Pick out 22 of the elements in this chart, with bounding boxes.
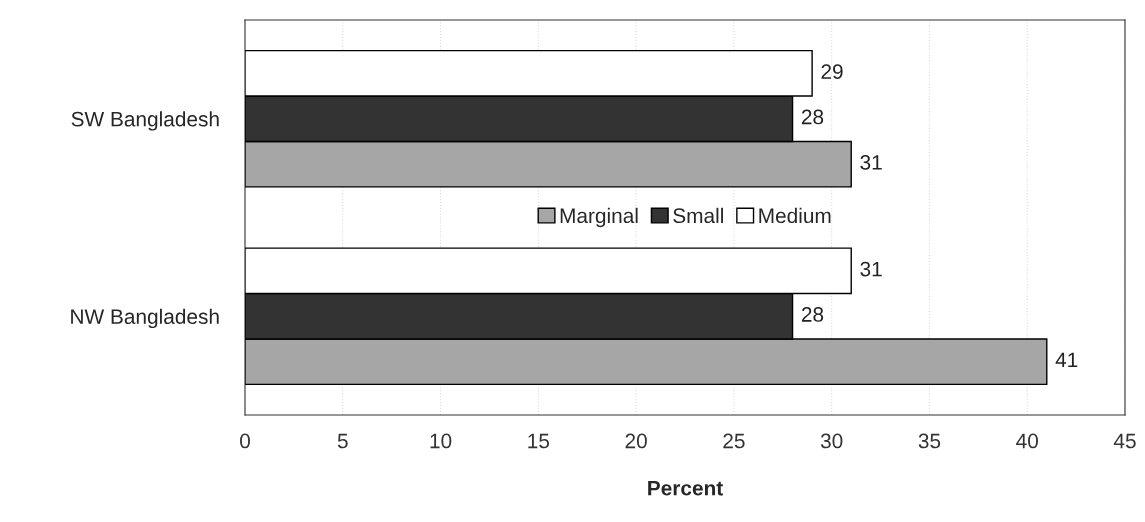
x-tick-label: 20 bbox=[625, 433, 647, 449]
x-tick-label: 40 bbox=[1016, 433, 1038, 449]
legend-label: Small bbox=[673, 207, 723, 224]
x-tick-label: 35 bbox=[918, 433, 941, 449]
data-label: 29 bbox=[821, 64, 843, 79]
x-tick-label: 10 bbox=[430, 433, 452, 449]
x-tick-label: 25 bbox=[723, 433, 745, 449]
data-label: 31 bbox=[860, 261, 882, 277]
data-label: 28 bbox=[801, 307, 824, 322]
x-tick-label: 15 bbox=[528, 433, 550, 449]
data-label: 41 bbox=[1055, 352, 1078, 368]
x-tick-label: 0 bbox=[240, 433, 250, 449]
x-tick-label: 30 bbox=[820, 433, 843, 449]
y-tick-label: SW Bangladesh bbox=[71, 111, 219, 131]
x-axis-title: Percent bbox=[648, 481, 723, 496]
x-tick-label: 5 bbox=[337, 433, 348, 449]
y-tick-label: NW Bangladesh bbox=[71, 308, 219, 329]
x-tick-label: 45 bbox=[1113, 433, 1136, 449]
data-label: 31 bbox=[860, 155, 882, 170]
legend-label: Marginal bbox=[560, 207, 638, 228]
legend-label: Medium bbox=[759, 207, 831, 224]
data-label: 28 bbox=[801, 109, 824, 125]
